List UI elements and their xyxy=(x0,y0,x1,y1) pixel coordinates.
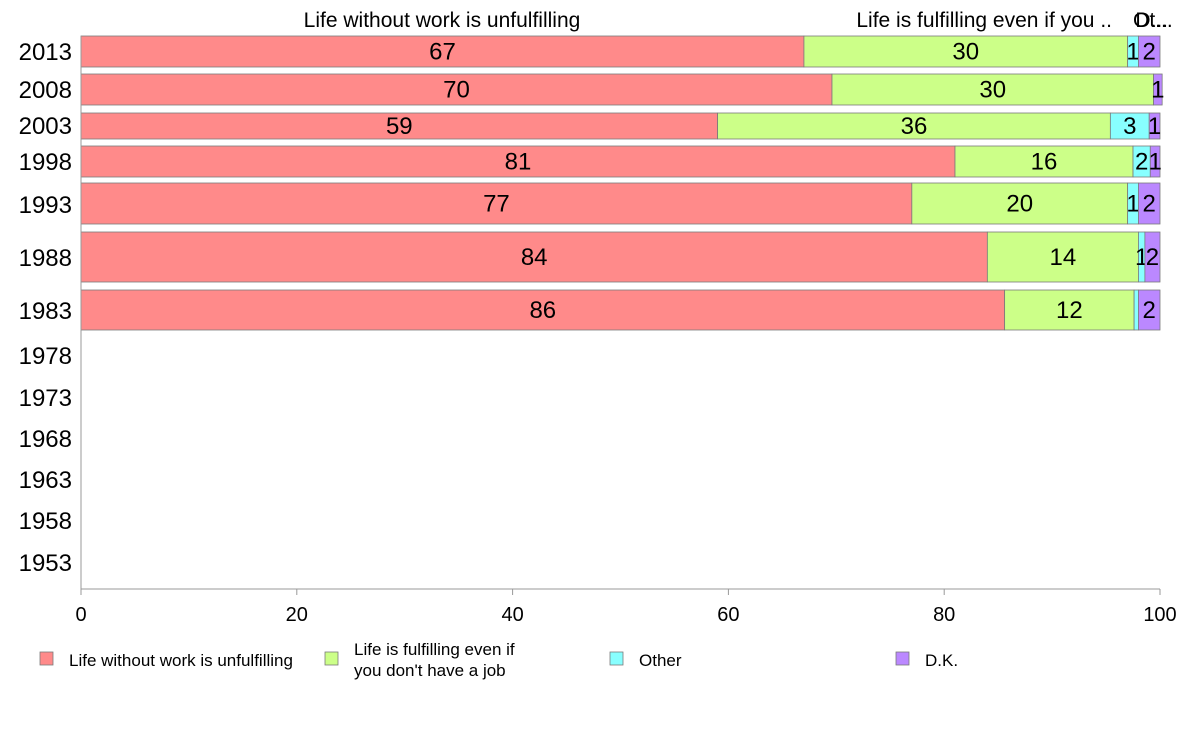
data-label: 1 xyxy=(1126,39,1139,66)
legend-swatch xyxy=(39,651,54,666)
x-tick-label: 80 xyxy=(933,604,955,626)
bar-segment-1983-dk xyxy=(1138,289,1161,331)
legend: Life without work is unfulfilling Life is… xyxy=(39,640,958,680)
column-headers: Life without work is unfulfilling Life is… xyxy=(304,9,1173,32)
y-tick-label: 1988 xyxy=(19,245,72,272)
bar-segment-2013-fulfilling xyxy=(803,35,1129,68)
column-header: D... xyxy=(1135,9,1168,32)
data-label: 1 xyxy=(1126,191,1139,218)
y-tick-label: 2013 xyxy=(19,39,72,66)
y-tick-label: 1993 xyxy=(19,192,72,219)
legend-label: you don't have a job xyxy=(354,661,506,680)
x-tick-label: 0 xyxy=(75,604,86,626)
bar-segment-2003-fulfilling xyxy=(717,112,1111,140)
data-label: 12 xyxy=(1056,297,1083,324)
data-label: 70 xyxy=(443,77,470,104)
bar-segment-1993-fulfilling xyxy=(911,182,1129,225)
y-tick-label: 2003 xyxy=(19,113,72,140)
bar-segment-1993-unfulfilling xyxy=(80,182,913,225)
bar-segment-1983-other xyxy=(1133,289,1139,331)
y-tick-label: 1958 xyxy=(19,508,72,535)
bar-segment-1988-dk xyxy=(1144,231,1161,283)
y-tick-label: 1963 xyxy=(19,467,72,494)
legend-entry: Life without work is unfulfilling xyxy=(39,651,293,670)
data-label: 77 xyxy=(483,191,510,218)
y-tick-label: 1978 xyxy=(19,343,72,370)
x-tick-label: 20 xyxy=(286,604,308,626)
legend-label: Life without work is unfulfilling xyxy=(69,651,293,670)
x-tick-label: 60 xyxy=(717,604,739,626)
data-label: 2 xyxy=(1135,149,1148,176)
y-tick-label: 1998 xyxy=(19,149,72,176)
legend-entry: D.K. xyxy=(895,651,958,670)
y-tick-label: 1953 xyxy=(19,550,72,577)
legend-label: Life is fulfilling even if xyxy=(354,640,515,659)
column-header: Ot... xyxy=(1133,9,1173,32)
data-label: 59 xyxy=(386,113,413,140)
bar-segment-1998-unfulfilling xyxy=(80,145,956,178)
data-label: 67 xyxy=(429,39,456,66)
data-label: 14 xyxy=(1050,244,1077,271)
bar-segment-1998-fulfilling xyxy=(954,145,1134,178)
bar-segment-1993-dk xyxy=(1138,182,1161,225)
data-label: 1 xyxy=(1148,113,1161,140)
bar-segment-2008-dk xyxy=(1153,73,1163,106)
x-axis: 0 20 40 60 80 100 xyxy=(75,36,1177,626)
legend-swatch xyxy=(324,651,339,666)
y-tick-label: 2008 xyxy=(19,77,72,104)
bar-segment-1983-unfulfilling xyxy=(80,289,1006,331)
legend-swatch xyxy=(609,651,624,666)
data-label: 30 xyxy=(952,39,979,66)
y-tick-label: 1968 xyxy=(19,426,72,453)
bar-segment-1998-dk xyxy=(1149,145,1161,178)
bar-segment-2013-dk xyxy=(1138,35,1161,68)
data-label: 36 xyxy=(901,113,928,140)
data-label: 2 xyxy=(1143,297,1156,324)
data-label: 30 xyxy=(979,77,1006,104)
data-label: 1 xyxy=(1148,149,1161,176)
column-header: Life is fulfilling even if you .. xyxy=(856,9,1112,32)
data-label: 86 xyxy=(529,297,556,324)
column-header: Life without work is unfulfilling xyxy=(304,9,581,32)
data-label: 81 xyxy=(505,149,532,176)
data-label: 2 xyxy=(1143,39,1156,66)
data-label: 16 xyxy=(1031,149,1058,176)
legend-entry: Other xyxy=(609,651,682,670)
data-label: 1 xyxy=(1151,77,1164,104)
data-label: 2 xyxy=(1146,244,1159,271)
legend-entry: Life is fulfilling even if you don't have… xyxy=(324,640,515,680)
x-tick-label: 40 xyxy=(501,604,523,626)
bar-segment-2003-other xyxy=(1109,112,1150,140)
legend-label: D.K. xyxy=(925,651,958,670)
y-tick-label: 1983 xyxy=(19,298,72,325)
data-label: 2 xyxy=(1143,191,1156,218)
data-label: 20 xyxy=(1006,191,1033,218)
y-tick-label: 1973 xyxy=(19,385,72,412)
legend-label: Other xyxy=(639,651,682,670)
legend-swatch xyxy=(895,651,910,666)
data-label: 84 xyxy=(521,244,548,271)
y-axis-labels: 2013 2008 2003 1998 1993 1988 1983 1978 1973 1968… xyxy=(19,39,72,577)
bar-segment-2003-dk xyxy=(1148,112,1161,140)
bar-segment-1983-fulfilling xyxy=(1004,289,1135,331)
data-label: 3 xyxy=(1123,113,1136,140)
x-tick-label: 100 xyxy=(1143,604,1176,626)
